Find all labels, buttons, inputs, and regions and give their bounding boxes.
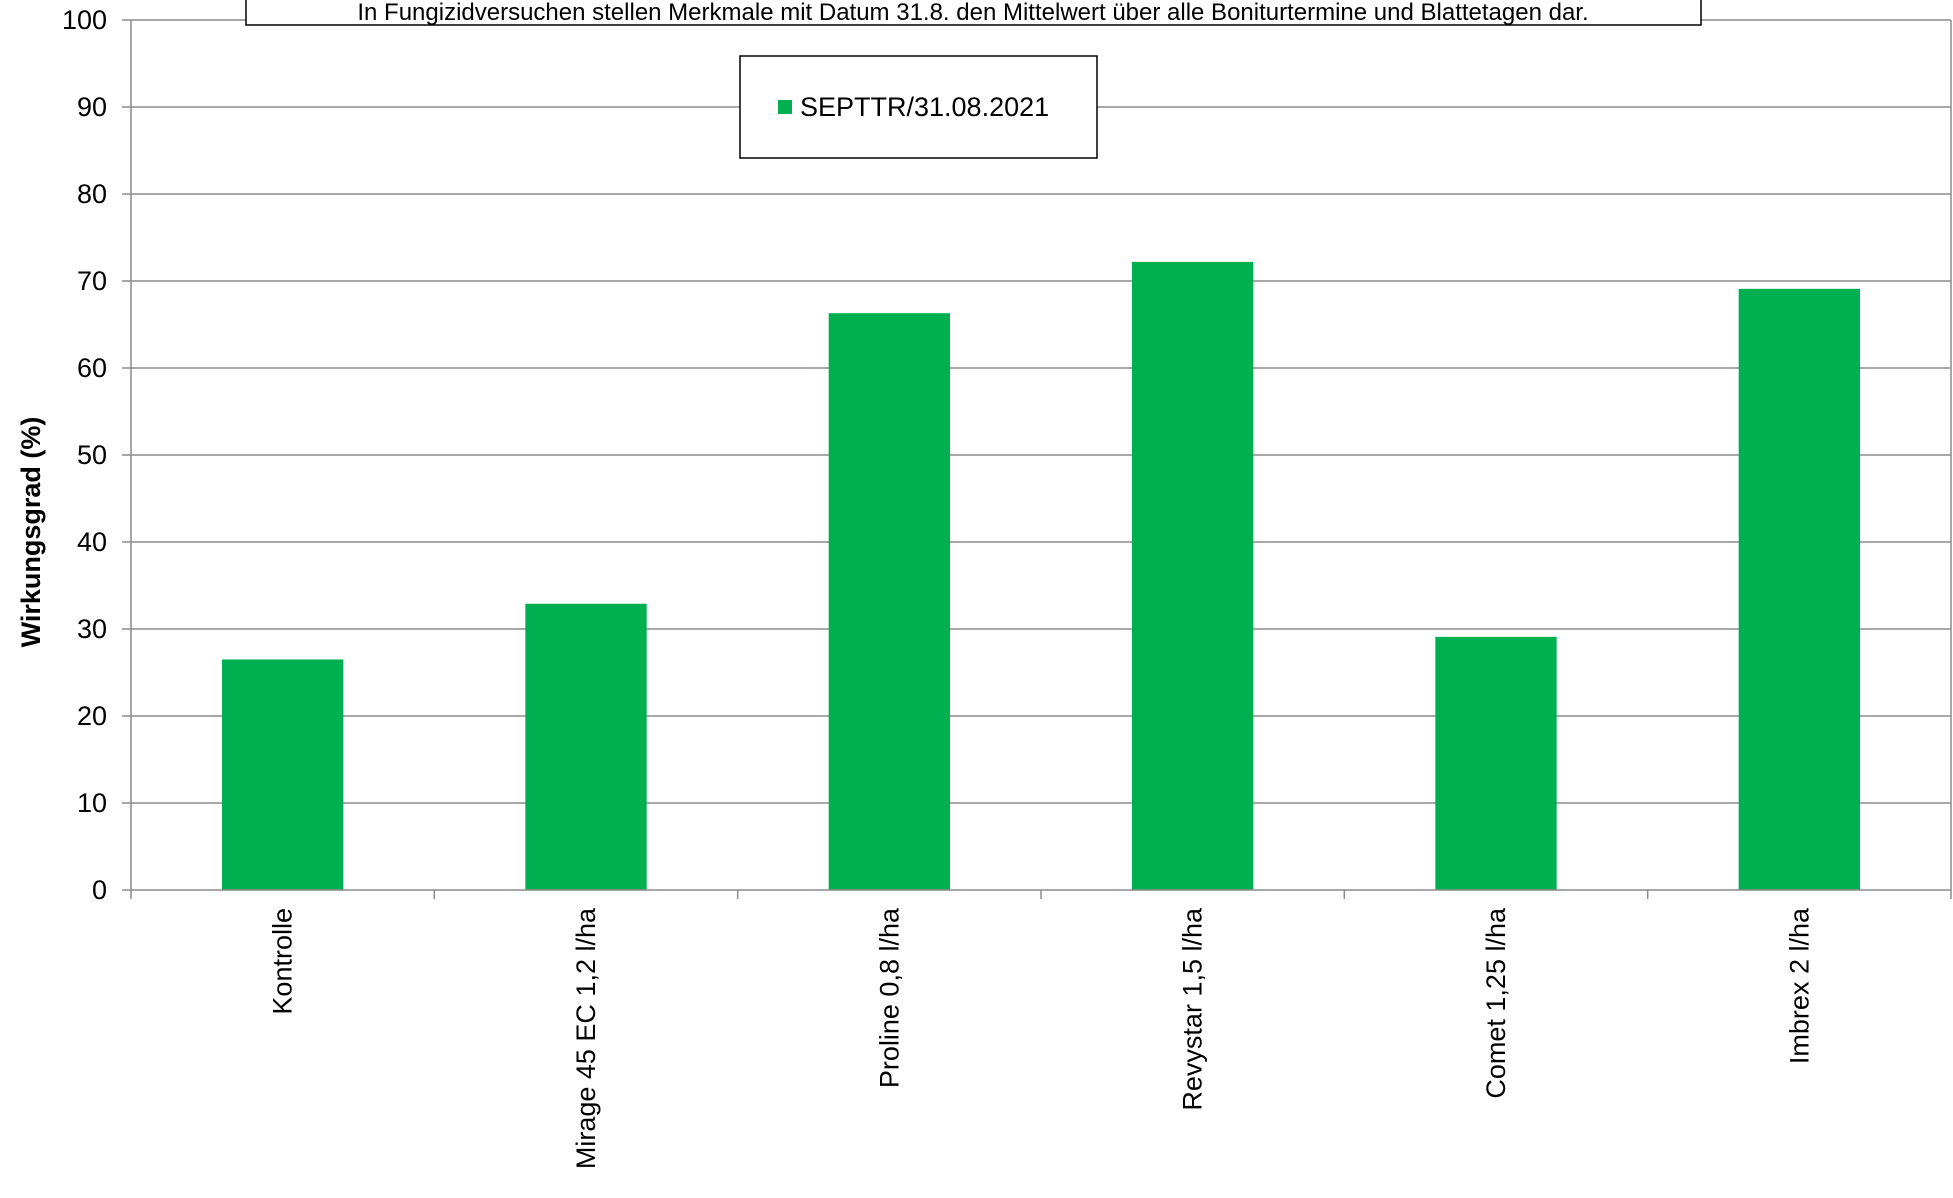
y-tick-labels: 0 10 20 30 40 50 60 70 80 90 100: [62, 5, 107, 905]
x-tick-label: Proline 0,8 l/ha: [874, 907, 904, 1088]
note-text: In Fungizidversuchen stellen Merkmale mi…: [357, 0, 1588, 26]
x-tick-label: Comet 1,25 l/ha: [1481, 907, 1511, 1099]
x-tick-label: Kontrolle: [268, 908, 298, 1015]
bar: [1435, 636, 1557, 890]
legend-swatch: [778, 100, 792, 114]
bar: [222, 659, 344, 890]
axes: [122, 19, 1952, 899]
y-tick-label: 100: [62, 5, 107, 35]
bar: [1132, 261, 1254, 890]
y-tick-label: 70: [77, 266, 107, 296]
y-tick-label: 30: [77, 614, 107, 644]
x-tick-label: Mirage 45 EC 1,2 l/ha: [571, 907, 601, 1169]
x-tick-label: Imbrex 2 l/ha: [1784, 907, 1814, 1064]
legend-label: SEPTTR/31.08.2021: [800, 92, 1049, 122]
y-tick-label: 90: [77, 92, 107, 122]
y-tick-label: 0: [92, 875, 107, 905]
legend: SEPTTR/31.08.2021: [739, 55, 1098, 159]
x-tick-label: Revystar 1,5 l/ha: [1178, 907, 1208, 1111]
note-box: In Fungizidversuchen stellen Merkmale mi…: [245, 0, 1702, 26]
bar: [828, 313, 950, 890]
y-tick-label: 10: [77, 788, 107, 818]
bar: [1738, 288, 1860, 891]
y-tick-label: 60: [77, 353, 107, 383]
y-axis-label: Wirkungsgrad (%): [16, 417, 46, 648]
x-tick-labels: Kontrolle Mirage 45 EC 1,2 l/ha Proline 0,…: [268, 907, 1815, 1169]
legend-box: [739, 55, 1098, 159]
y-tick-label: 20: [77, 701, 107, 731]
bars: [222, 261, 1860, 891]
y-tick-label: 40: [77, 527, 107, 557]
bar: [525, 603, 647, 890]
y-tick-label: 80: [77, 179, 107, 209]
y-tick-label: 50: [77, 440, 107, 470]
